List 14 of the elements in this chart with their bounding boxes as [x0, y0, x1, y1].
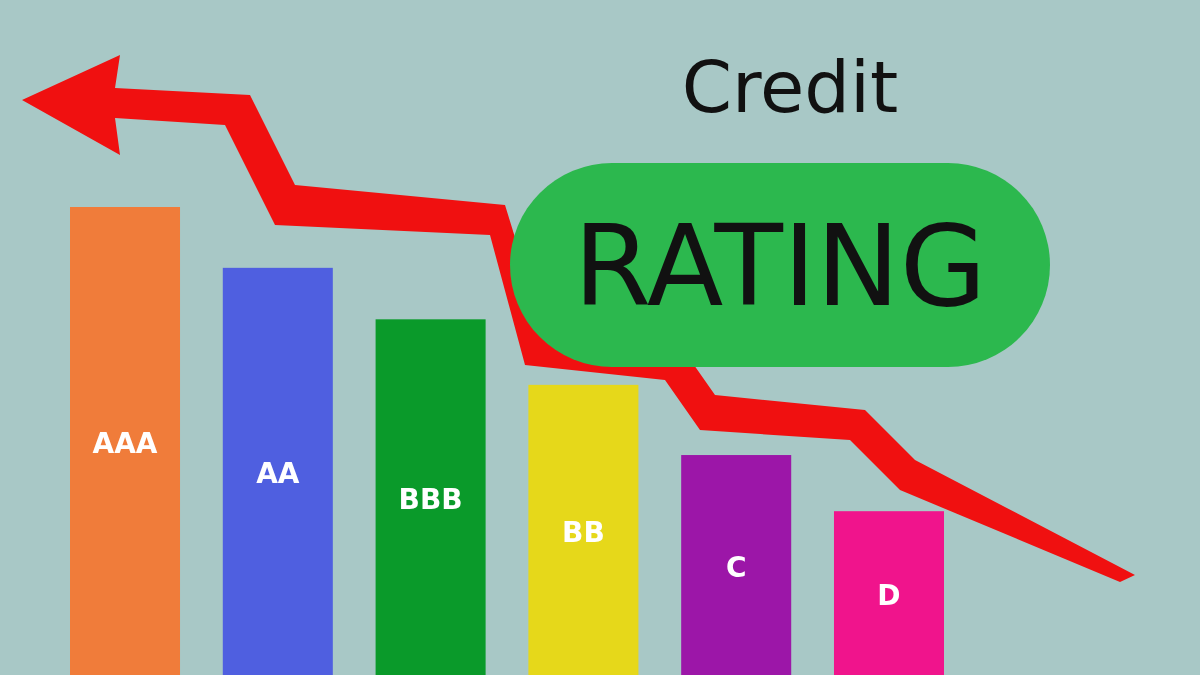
x-tick-label: AAA	[92, 427, 158, 460]
chart-subtitle: RATING	[573, 201, 987, 331]
bar	[375, 319, 486, 675]
x-tick-label: BBB	[398, 483, 463, 517]
x-tick-label: C	[725, 551, 747, 585]
bar	[681, 455, 792, 675]
bar	[528, 384, 639, 675]
x-tick-label: AA	[256, 457, 300, 491]
x-tick-label: BB	[562, 515, 605, 549]
bar	[70, 207, 181, 675]
bar	[833, 511, 944, 675]
bar	[222, 267, 333, 675]
x-tick-label: D	[877, 579, 901, 613]
chart-title: Credit	[681, 45, 899, 129]
